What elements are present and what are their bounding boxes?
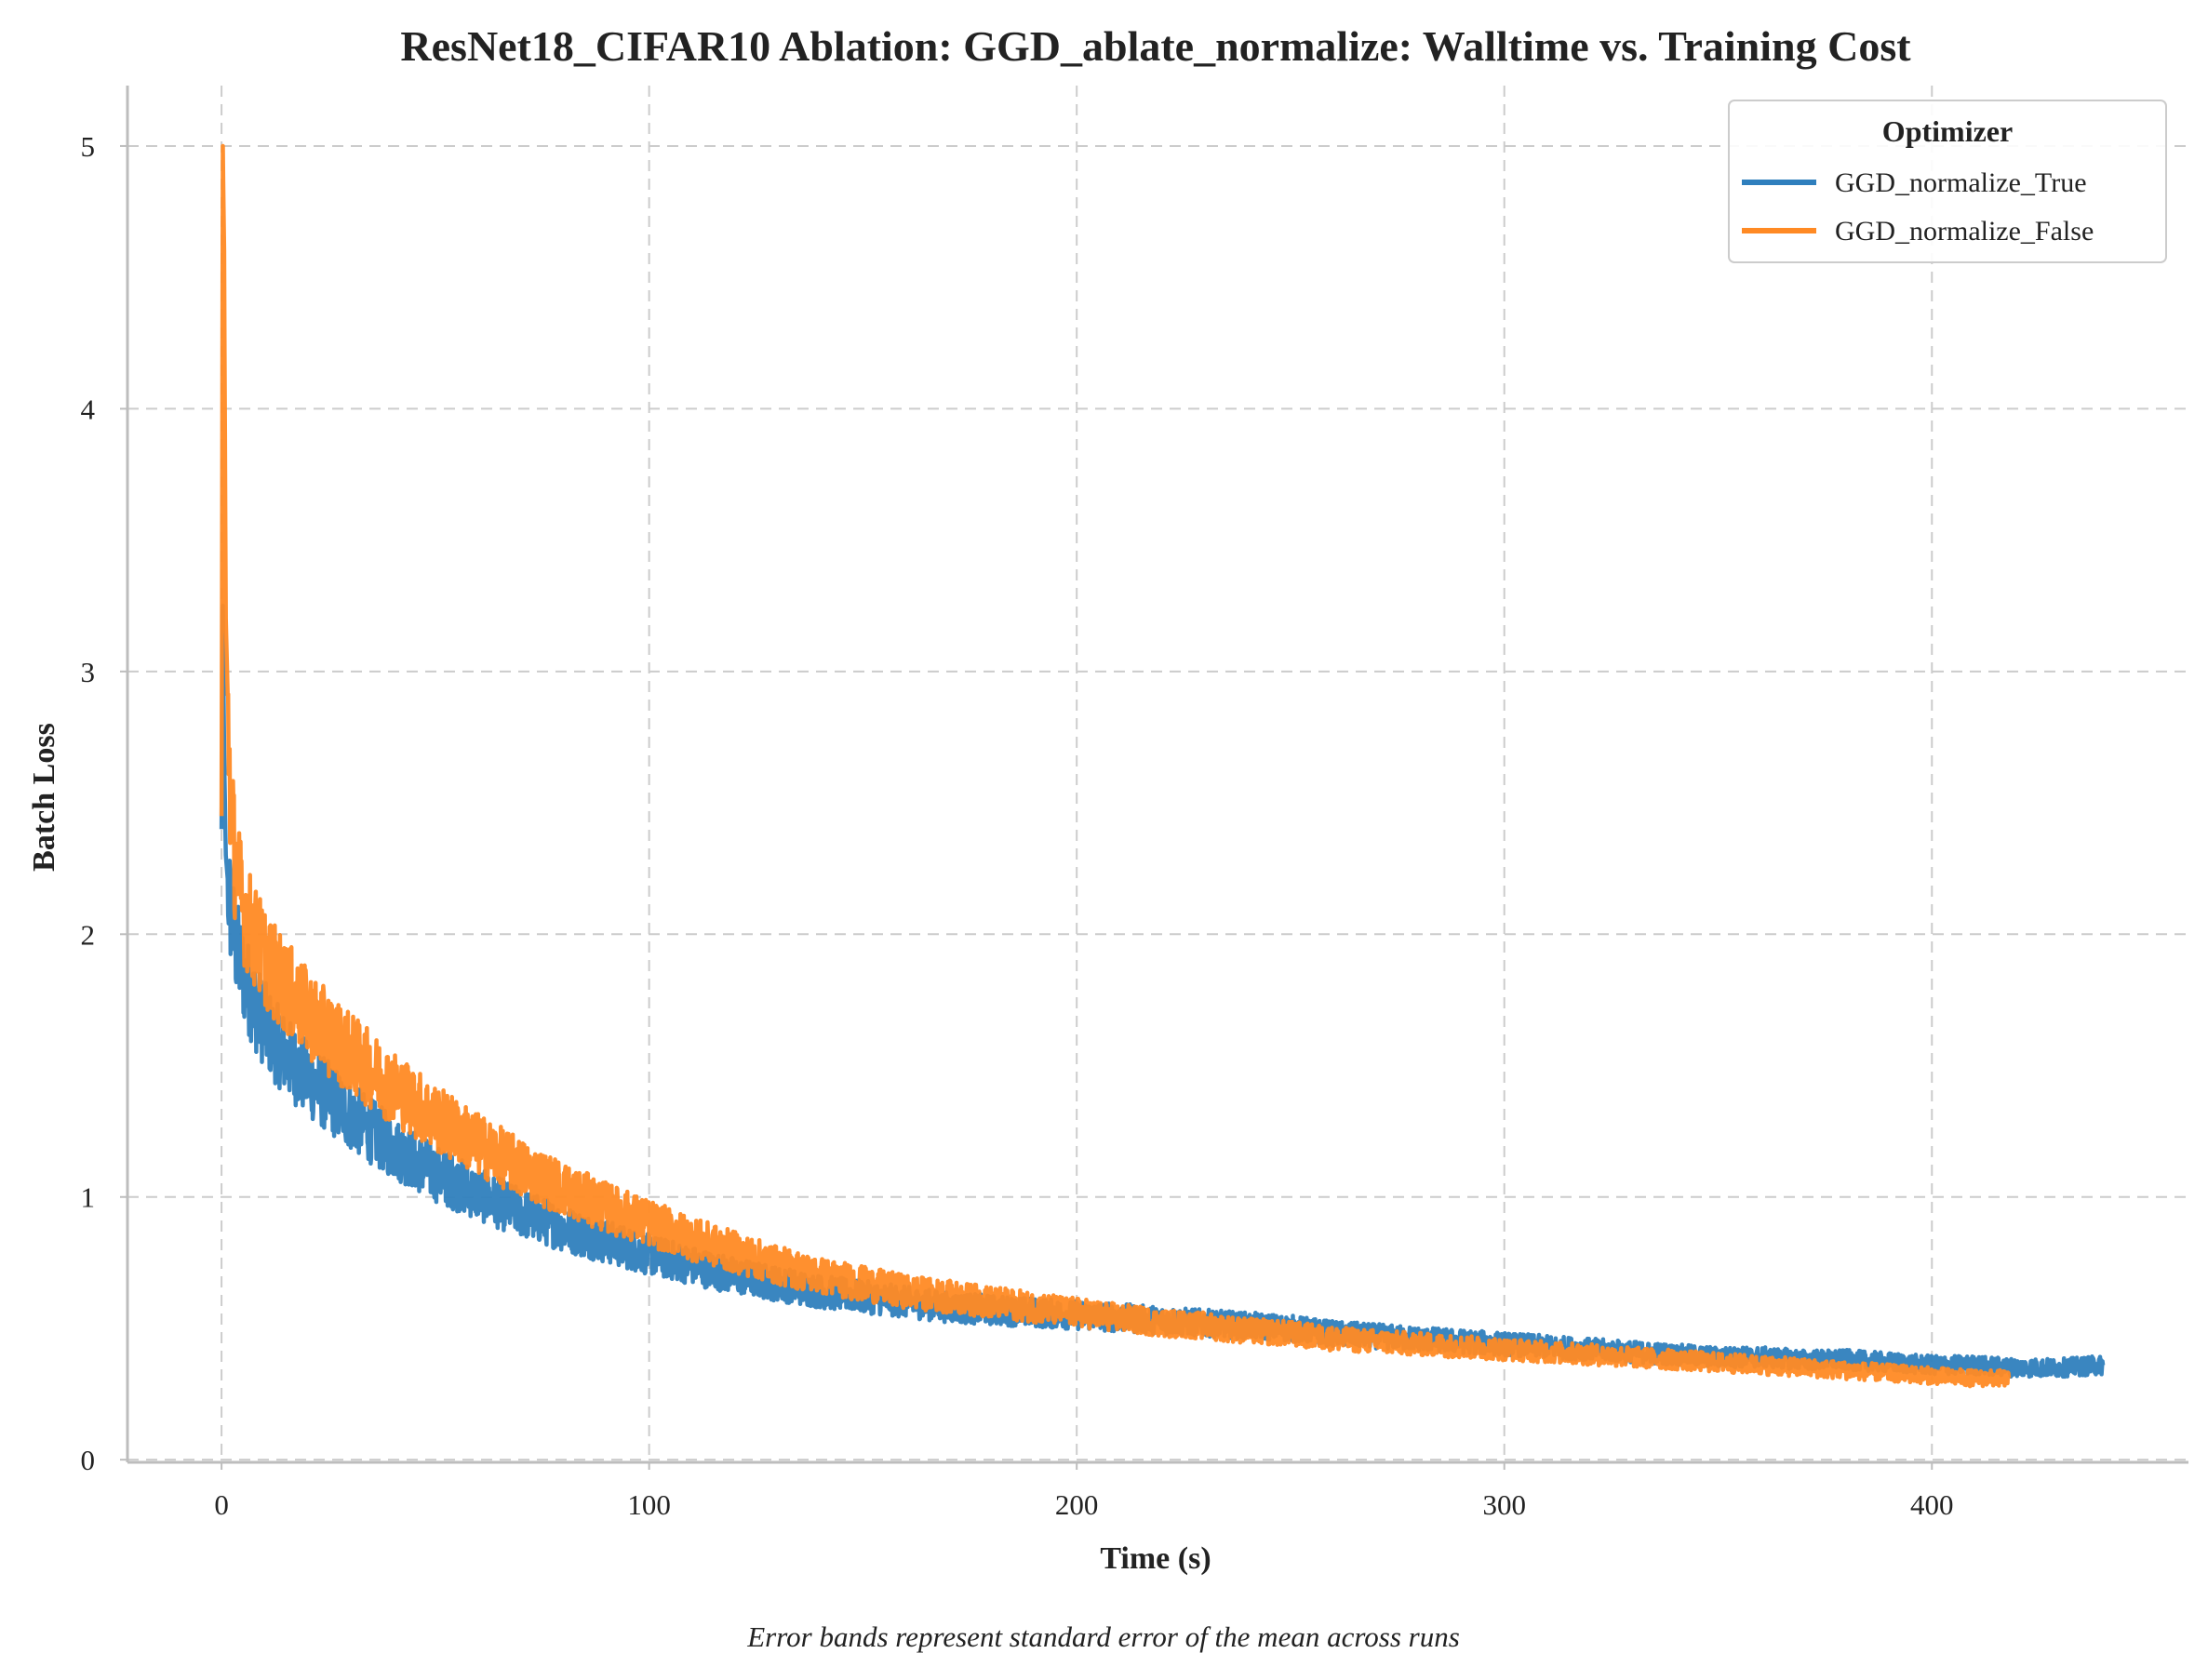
series-line-ggd-normalize-true: [219, 603, 2106, 1380]
x-axis-label: Time (s): [1100, 1541, 1211, 1576]
axes-layer: 0 100 200 300 400 0 1 2 3 4 5: [81, 86, 2188, 1521]
series-line-ggd-normalize-false: [219, 143, 2012, 1389]
chart-title: ResNet18_CIFAR10 Ablation: GGD_ablate_no…: [400, 22, 1911, 70]
legend-box: [1728, 100, 2167, 263]
series-layer: [219, 143, 2106, 1389]
legend-title: Optimizer: [1882, 114, 2013, 148]
x-tick-label-200: 200: [1055, 1488, 1099, 1521]
x-tick-label-100: 100: [627, 1488, 671, 1521]
y-tick-label-3: 3: [81, 656, 96, 688]
grid-layer: [127, 86, 2188, 1462]
x-tick-label-400: 400: [1910, 1488, 1954, 1521]
y-tick-label-4: 4: [81, 393, 96, 425]
y-tick-label-1: 1: [81, 1181, 96, 1214]
x-tick-label-300: 300: [1482, 1488, 1526, 1521]
legend-label-ggd-normalize-true: GGD_normalize_True: [1835, 167, 2087, 198]
chart-caption: Error bands represent standard error of …: [746, 1620, 1460, 1653]
y-axis-label: Batch Loss: [27, 723, 61, 872]
y-tick-label-5: 5: [81, 130, 96, 163]
x-tick-label-0: 0: [214, 1488, 229, 1521]
legend-label-ggd-normalize-false: GGD_normalize_False: [1835, 216, 2094, 247]
legend: Optimizer GGD_normalize_True GGD_normali…: [1728, 100, 2167, 263]
y-tick-label-2: 2: [81, 918, 96, 951]
y-tick-label-0: 0: [81, 1444, 96, 1476]
